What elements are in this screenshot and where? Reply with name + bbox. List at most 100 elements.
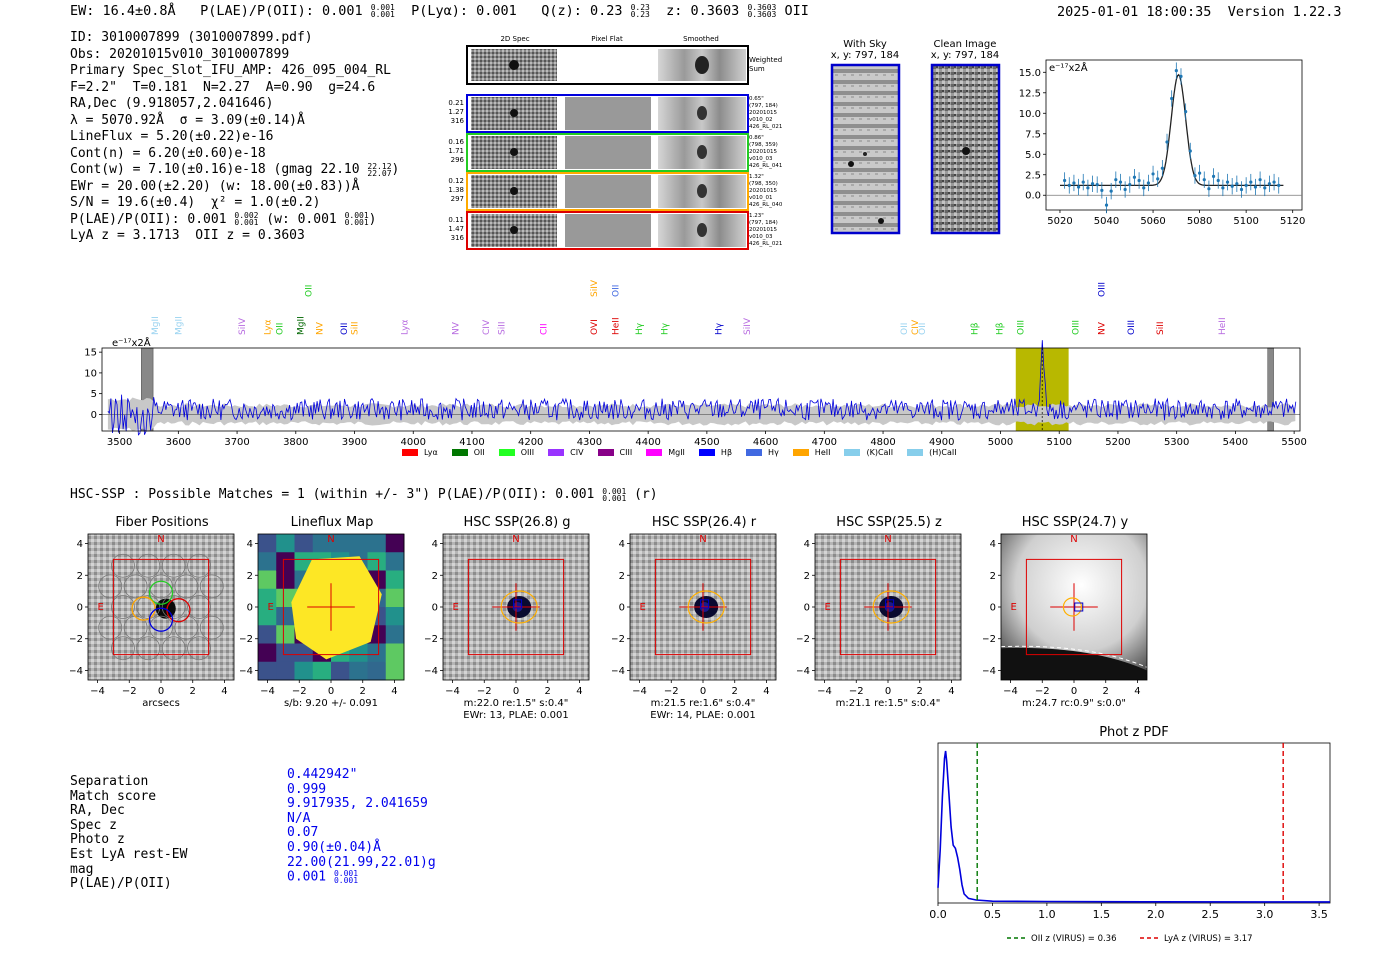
header-plae-range: 0.001 0.001 — [370, 3, 395, 19]
hsc-x-tick-label: 0 — [1071, 686, 1077, 697]
lineflux-cell — [385, 643, 405, 663]
zoom-y-tick-label: 0.0 — [1025, 191, 1041, 202]
zoom-data-point — [1165, 140, 1169, 144]
fiber-circle — [98, 615, 123, 640]
hsc-y-tick-label: −4 — [797, 666, 810, 677]
hsc-panel-caption: m:21.1 re:1.5" s:0.4" — [836, 698, 941, 709]
hsc-panel-caption: arcsecs — [142, 698, 180, 709]
hsc-x-tick-label: 2 — [1103, 686, 1109, 697]
hsc-panel-title: HSC SSP(24.7) y — [1022, 515, 1129, 530]
hsc-x-tick-label: 2 — [190, 686, 196, 697]
hsc-aperture-box — [467, 558, 565, 656]
hsc-y-tick-label: 0 — [77, 603, 83, 614]
full-x-tick-label: 4400 — [635, 437, 660, 448]
cutout-right-value: (797, 184) — [749, 103, 778, 109]
header-qz: Q(z): 0.23 — [541, 3, 623, 19]
info-contw: Cont(w) = 7.10(±0.16)e-18 (gmag 22.10 22… — [70, 161, 400, 178]
spectral-line-label: Lyα — [264, 319, 274, 335]
fiber-circle — [187, 553, 211, 578]
info-id: ID: 3010007899 (3010007899.pdf) — [70, 30, 313, 45]
zoom-data-point — [1086, 186, 1090, 190]
spectral-line-label: OIII — [1127, 320, 1137, 335]
hsc-y-tick-label: 2 — [619, 571, 625, 582]
value-lya-ew: 0.90(±0.04)Å — [287, 839, 381, 855]
info-obs: Obs: 20201015v010_3010007899 — [70, 46, 290, 62]
lineflux-cell — [385, 534, 405, 553]
ysrc-dashed-arc — [1000, 645, 1148, 668]
fiber-circle — [111, 636, 135, 661]
full-spectrum-chart: e⁻¹⁷x2Å 3500 3600 3700 3800 3900 4000 4100 4200… — [84, 336, 1307, 448]
zoom-data-point — [1211, 174, 1216, 178]
legend-item: OII — [451, 448, 485, 457]
hsc-x-tick-label: −2 — [664, 686, 679, 697]
cutout-left-value: 0.21 — [448, 99, 464, 107]
lineflux-cell — [349, 661, 368, 681]
legend-item: HeII — [792, 448, 830, 457]
lineflux-cell — [294, 661, 314, 681]
hsc-x-tick-label: 4 — [391, 686, 397, 697]
lineflux-cell — [385, 661, 405, 681]
zoom-x-tick-label: 5020 — [1047, 216, 1072, 227]
compass-n: N — [699, 534, 706, 545]
fiber-circle — [174, 615, 199, 640]
zoom-data-point — [1156, 177, 1160, 181]
hsc-y-tick-label: 4 — [990, 539, 996, 550]
photz-x-tick-label: 1.0 — [1038, 908, 1056, 921]
hsc-x-tick-label: −4 — [260, 686, 275, 697]
weighted-label-1: Weighted — [749, 56, 782, 64]
label-separation: Separation — [70, 774, 149, 789]
photz-x-tick-label: 0.0 — [929, 908, 947, 921]
lineflux-cell — [258, 534, 277, 553]
compass-n: N — [327, 534, 334, 545]
fiber-circle — [136, 553, 161, 578]
zoom-data-point — [1202, 178, 1206, 182]
lineflux-cell — [276, 643, 295, 663]
zoom-data-point — [1063, 178, 1067, 183]
zoom-data-point — [1253, 185, 1258, 189]
zoom-y-tick-label: 12.5 — [1019, 88, 1041, 99]
lineflux-cell — [367, 661, 387, 681]
hsc-panel-title: HSC SSP(26.4) r — [652, 515, 757, 530]
spectral-line-label: OIII — [1098, 282, 1108, 297]
spectral-line-label: SiIV — [590, 279, 600, 297]
full-y-tick-label: 5 — [91, 389, 97, 400]
hsc-blue-marker — [513, 599, 523, 609]
compass-e: E — [453, 602, 459, 613]
spectral-line-label: CIV — [911, 319, 921, 335]
zoom-spectrum-chart: e⁻¹⁷x2Å 5020 5040 5060 5080 5100 5120 0.0 2.5 5.… — [1019, 59, 1305, 227]
photz-plot-frame — [937, 742, 1331, 904]
hsc-panel-caption: m:22.0 re:1.5" s:0.4" — [464, 698, 569, 709]
hsc-panel-ysrc: HSC SSP(24.7) y N E 4 2 0 −2 −4 −4 −2 0 2 4 m:24.7 rc… — [983, 515, 1148, 709]
fiber-highlight-circle — [148, 580, 174, 605]
hsc-fit-ellipse — [872, 590, 910, 624]
lineflux-cell — [385, 625, 405, 644]
fiber-circle — [161, 553, 186, 578]
lineflux-cell — [367, 534, 387, 553]
spectral-line-label: OII — [900, 323, 910, 335]
full-x-tick-label: 3500 — [107, 437, 132, 448]
fiber-circle — [149, 574, 173, 599]
hsc-panel-title: Fiber Positions — [115, 515, 208, 530]
cutout-left-value: 0.11 — [448, 216, 464, 224]
full-x-tick-label: 4100 — [459, 437, 484, 448]
hsc-panel-title: HSC SSP(26.8) g — [463, 515, 570, 530]
zoom-data-point — [1114, 178, 1118, 182]
zoom-data-point — [1198, 171, 1202, 175]
cutout-right-value: 426_RL_041 — [749, 163, 782, 169]
hsc-x-tick-label: −2 — [1035, 686, 1050, 697]
info-plae: P(LAE)/P(OII): 0.001 0.002 0.001 (w: 0.00… — [70, 211, 377, 227]
hsc-x-tick-label: −4 — [817, 686, 832, 697]
clean-image-xy: x, y: 797, 184 — [931, 50, 1000, 61]
hsc-y-tick-label: 0 — [619, 603, 625, 614]
label-mag: mag — [70, 861, 94, 877]
lineflux-cell — [312, 661, 332, 681]
label-lya-ew: Est LyA rest-EW — [70, 846, 188, 862]
hsc-x-tick-label: 4 — [763, 686, 769, 697]
photz-x-tick-label: 2.5 — [1201, 908, 1219, 921]
zoom-data-point — [1067, 183, 1071, 188]
info-radec: RA,Dec (9.918057,2.041646) — [70, 96, 274, 111]
fiber-circle — [187, 595, 211, 619]
hsc-y-tick-label: 2 — [990, 571, 996, 582]
detection-info: ID: 3010007899 (3010007899.pdf) Obs: 202… — [70, 30, 399, 245]
zoom-data-point — [1160, 166, 1164, 170]
